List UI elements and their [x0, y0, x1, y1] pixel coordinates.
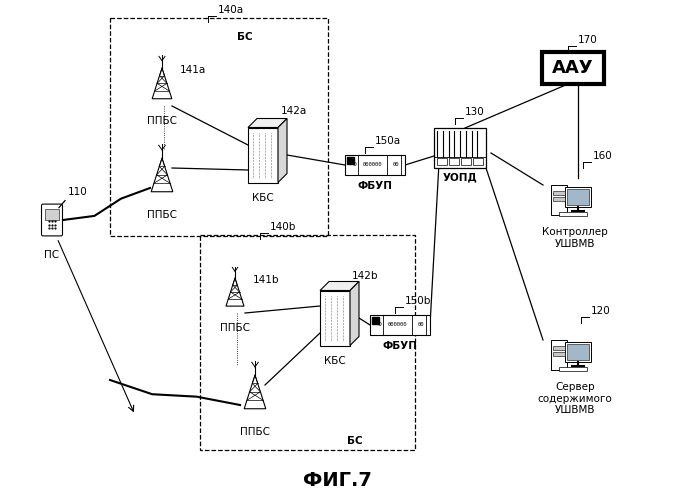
Bar — [461, 158, 471, 165]
Text: ППБС: ППБС — [220, 323, 250, 333]
Bar — [370, 315, 430, 335]
Text: 00: 00 — [418, 322, 424, 328]
Text: 0: 0 — [378, 322, 382, 328]
Bar — [437, 158, 447, 165]
Text: ФБУП: ФБУП — [383, 341, 417, 351]
Bar — [565, 342, 591, 362]
Text: 160: 160 — [593, 151, 613, 161]
Polygon shape — [278, 118, 287, 182]
Polygon shape — [248, 118, 287, 128]
Text: 110: 110 — [68, 187, 88, 197]
Text: 000000: 000000 — [388, 322, 406, 328]
Bar — [553, 352, 565, 356]
Text: 142a: 142a — [281, 106, 307, 116]
Text: ППБС: ППБС — [240, 427, 270, 437]
Bar — [553, 197, 565, 201]
Text: КБС: КБС — [324, 356, 346, 366]
Text: КБС: КБС — [252, 193, 274, 203]
Polygon shape — [320, 282, 359, 290]
Bar — [473, 158, 483, 165]
Bar — [110, 18, 328, 236]
Text: ППБС: ППБС — [147, 210, 177, 220]
Text: ФИГ.7: ФИГ.7 — [303, 471, 371, 490]
Text: 142b: 142b — [352, 271, 379, 281]
Text: 140a: 140a — [218, 5, 244, 15]
Text: Сервер
содержимого
УШВМВ: Сервер содержимого УШВМВ — [538, 382, 613, 415]
Text: 170: 170 — [578, 35, 598, 45]
Text: ААУ: ААУ — [552, 59, 594, 77]
Bar — [345, 155, 405, 175]
Text: 141a: 141a — [180, 65, 206, 75]
Bar — [449, 158, 459, 165]
Text: 130: 130 — [465, 107, 485, 117]
Text: БС: БС — [347, 436, 363, 446]
Bar — [542, 52, 604, 84]
Text: 120: 120 — [591, 306, 611, 316]
Bar — [551, 185, 567, 215]
Bar — [559, 367, 587, 371]
FancyBboxPatch shape — [42, 204, 63, 236]
Text: УОПД: УОПД — [443, 172, 477, 182]
Text: 000000: 000000 — [362, 162, 381, 168]
Bar — [434, 128, 486, 168]
Text: ФБУП: ФБУП — [357, 181, 392, 191]
Text: Контроллер
УШВМВ: Контроллер УШВМВ — [542, 227, 608, 248]
Text: БС: БС — [237, 32, 253, 42]
Text: ПС: ПС — [44, 250, 59, 260]
Bar — [45, 208, 59, 220]
Bar — [248, 128, 278, 182]
Text: 140b: 140b — [270, 222, 297, 232]
Bar — [551, 340, 567, 370]
Polygon shape — [350, 282, 359, 346]
Text: 141b: 141b — [253, 275, 280, 285]
Text: 150a: 150a — [375, 136, 401, 146]
Bar — [372, 317, 379, 324]
Text: 0: 0 — [353, 162, 357, 168]
Bar — [553, 346, 565, 350]
Text: 00: 00 — [393, 162, 399, 168]
Bar — [347, 157, 354, 164]
Bar — [559, 212, 587, 216]
Bar — [200, 235, 415, 450]
Text: ППБС: ППБС — [147, 116, 177, 126]
Bar — [553, 191, 565, 195]
Bar — [565, 187, 591, 207]
Bar — [567, 344, 589, 360]
Bar — [320, 290, 350, 346]
Bar — [567, 189, 589, 205]
Text: 150b: 150b — [405, 296, 431, 306]
